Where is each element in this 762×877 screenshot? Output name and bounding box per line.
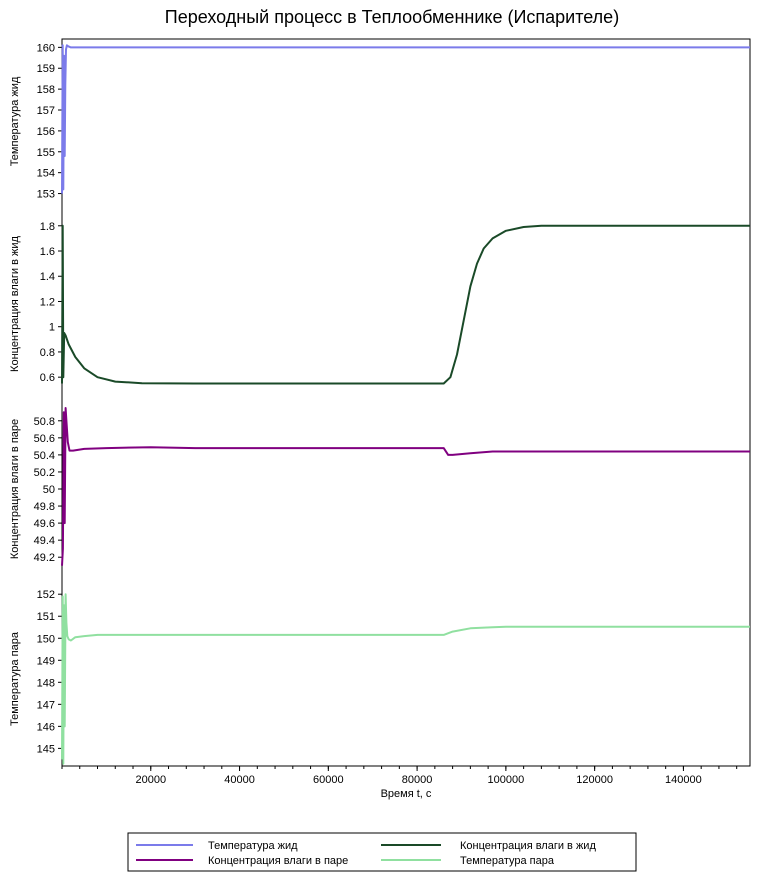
y-tick-label-3-4: 149 <box>37 655 55 667</box>
legend-label-temperature-vapor: Температура пара <box>460 855 555 867</box>
series-line-1-0 <box>61 224 750 385</box>
x-tick-label-6: 140000 <box>665 774 702 786</box>
y-tick-label-2-3: 49.8 <box>34 501 55 513</box>
y-tick-label-3-2: 147 <box>37 699 55 711</box>
x-tick-label-4: 100000 <box>488 774 525 786</box>
y-tick-label-1-2: 1 <box>49 322 55 334</box>
y-tick-label-2-5: 50.2 <box>34 467 55 479</box>
y-tick-label-2-2: 49.6 <box>34 518 55 530</box>
y-axis-label-3: Температура пара <box>9 631 21 726</box>
y-tick-label-0-1: 154 <box>37 168 55 180</box>
panels-layer: 153 154 155 156 157 158 159 160 Температура жид 0… <box>9 42 750 765</box>
y-tick-label-0-5: 158 <box>37 84 55 96</box>
series-line-0-0 <box>61 44 750 194</box>
y-tick-label-0-7: 160 <box>37 42 55 54</box>
y-tick-label-3-5: 150 <box>37 633 55 645</box>
y-tick-label-0-6: 159 <box>37 63 55 75</box>
y-tick-label-3-7: 152 <box>37 589 55 601</box>
panel-0: 153 154 155 156 157 158 159 160 Температура жид <box>9 42 750 201</box>
panel-2: 49.2 49.4 49.6 49.8 50 50.2 50.4 50.6 50.8 Концен… <box>9 407 750 566</box>
x-tick-label-2: 60000 <box>313 774 344 786</box>
y-tick-label-1-3: 1.2 <box>40 296 55 308</box>
plot-area-frame <box>61 38 751 767</box>
y-axis-label-0: Температура жид <box>9 76 21 166</box>
y-tick-label-1-1: 0.8 <box>40 347 55 359</box>
y-tick-label-2-1: 49.4 <box>34 535 55 547</box>
legend-label-moisture-vapor: Концентрация влаги в паре <box>208 855 348 867</box>
x-tick-label-5: 120000 <box>576 774 613 786</box>
y-tick-label-0-0: 153 <box>37 189 55 201</box>
y-tick-label-3-6: 151 <box>37 611 55 623</box>
x-tick-label-3: 80000 <box>402 774 433 786</box>
legend-label-temperature-liquid: Температура жид <box>208 840 298 852</box>
legend-label-moisture-liquid: Концентрация влаги в жид <box>460 840 596 852</box>
legend-box <box>127 832 637 872</box>
y-axis-label-2: Концентрация влаги в паре <box>9 419 21 559</box>
x-axis: 20000 40000 60000 80000 100000 120000 140000 <box>61 766 738 786</box>
series-line-2-0 <box>61 407 750 566</box>
chart-title: Переходный процесс в Теплообменнике (Исп… <box>165 7 619 27</box>
y-tick-label-2-0: 49.2 <box>34 552 55 564</box>
y-tick-label-0-2: 155 <box>37 147 55 159</box>
y-tick-label-0-4: 157 <box>37 105 55 117</box>
y-tick-label-2-4: 50 <box>43 484 55 496</box>
legend: Температура жид Концентрация влаги в жид… <box>127 832 637 872</box>
panel-3: 145 146 147 148 149 150 151 152 Температура пара <box>9 589 750 765</box>
x-tick-label-1: 40000 <box>224 774 255 786</box>
y-tick-label-1-0: 0.6 <box>40 372 55 384</box>
y-tick-label-3-1: 146 <box>37 721 55 733</box>
y-tick-label-3-0: 145 <box>37 743 55 755</box>
panel-1: 0.6 0.8 1 1.2 1.4 1.6 1.8 Концентрация влаги в … <box>9 221 750 385</box>
x-axis-label: Время t, с <box>381 788 432 800</box>
x-tick-label-0: 20000 <box>135 774 166 786</box>
y-tick-label-1-4: 1.4 <box>40 271 55 283</box>
y-tick-label-3-3: 148 <box>37 677 55 689</box>
y-tick-label-1-6: 1.8 <box>40 221 55 233</box>
y-tick-label-2-8: 50.8 <box>34 416 55 428</box>
y-tick-label-0-3: 156 <box>37 126 55 138</box>
y-tick-label-1-5: 1.6 <box>40 246 55 258</box>
y-axis-label-1: Концентрация влаги в жид <box>9 235 21 371</box>
y-tick-label-2-6: 50.4 <box>34 450 55 462</box>
y-tick-label-2-7: 50.6 <box>34 433 55 445</box>
series-line-3-0 <box>61 593 750 765</box>
